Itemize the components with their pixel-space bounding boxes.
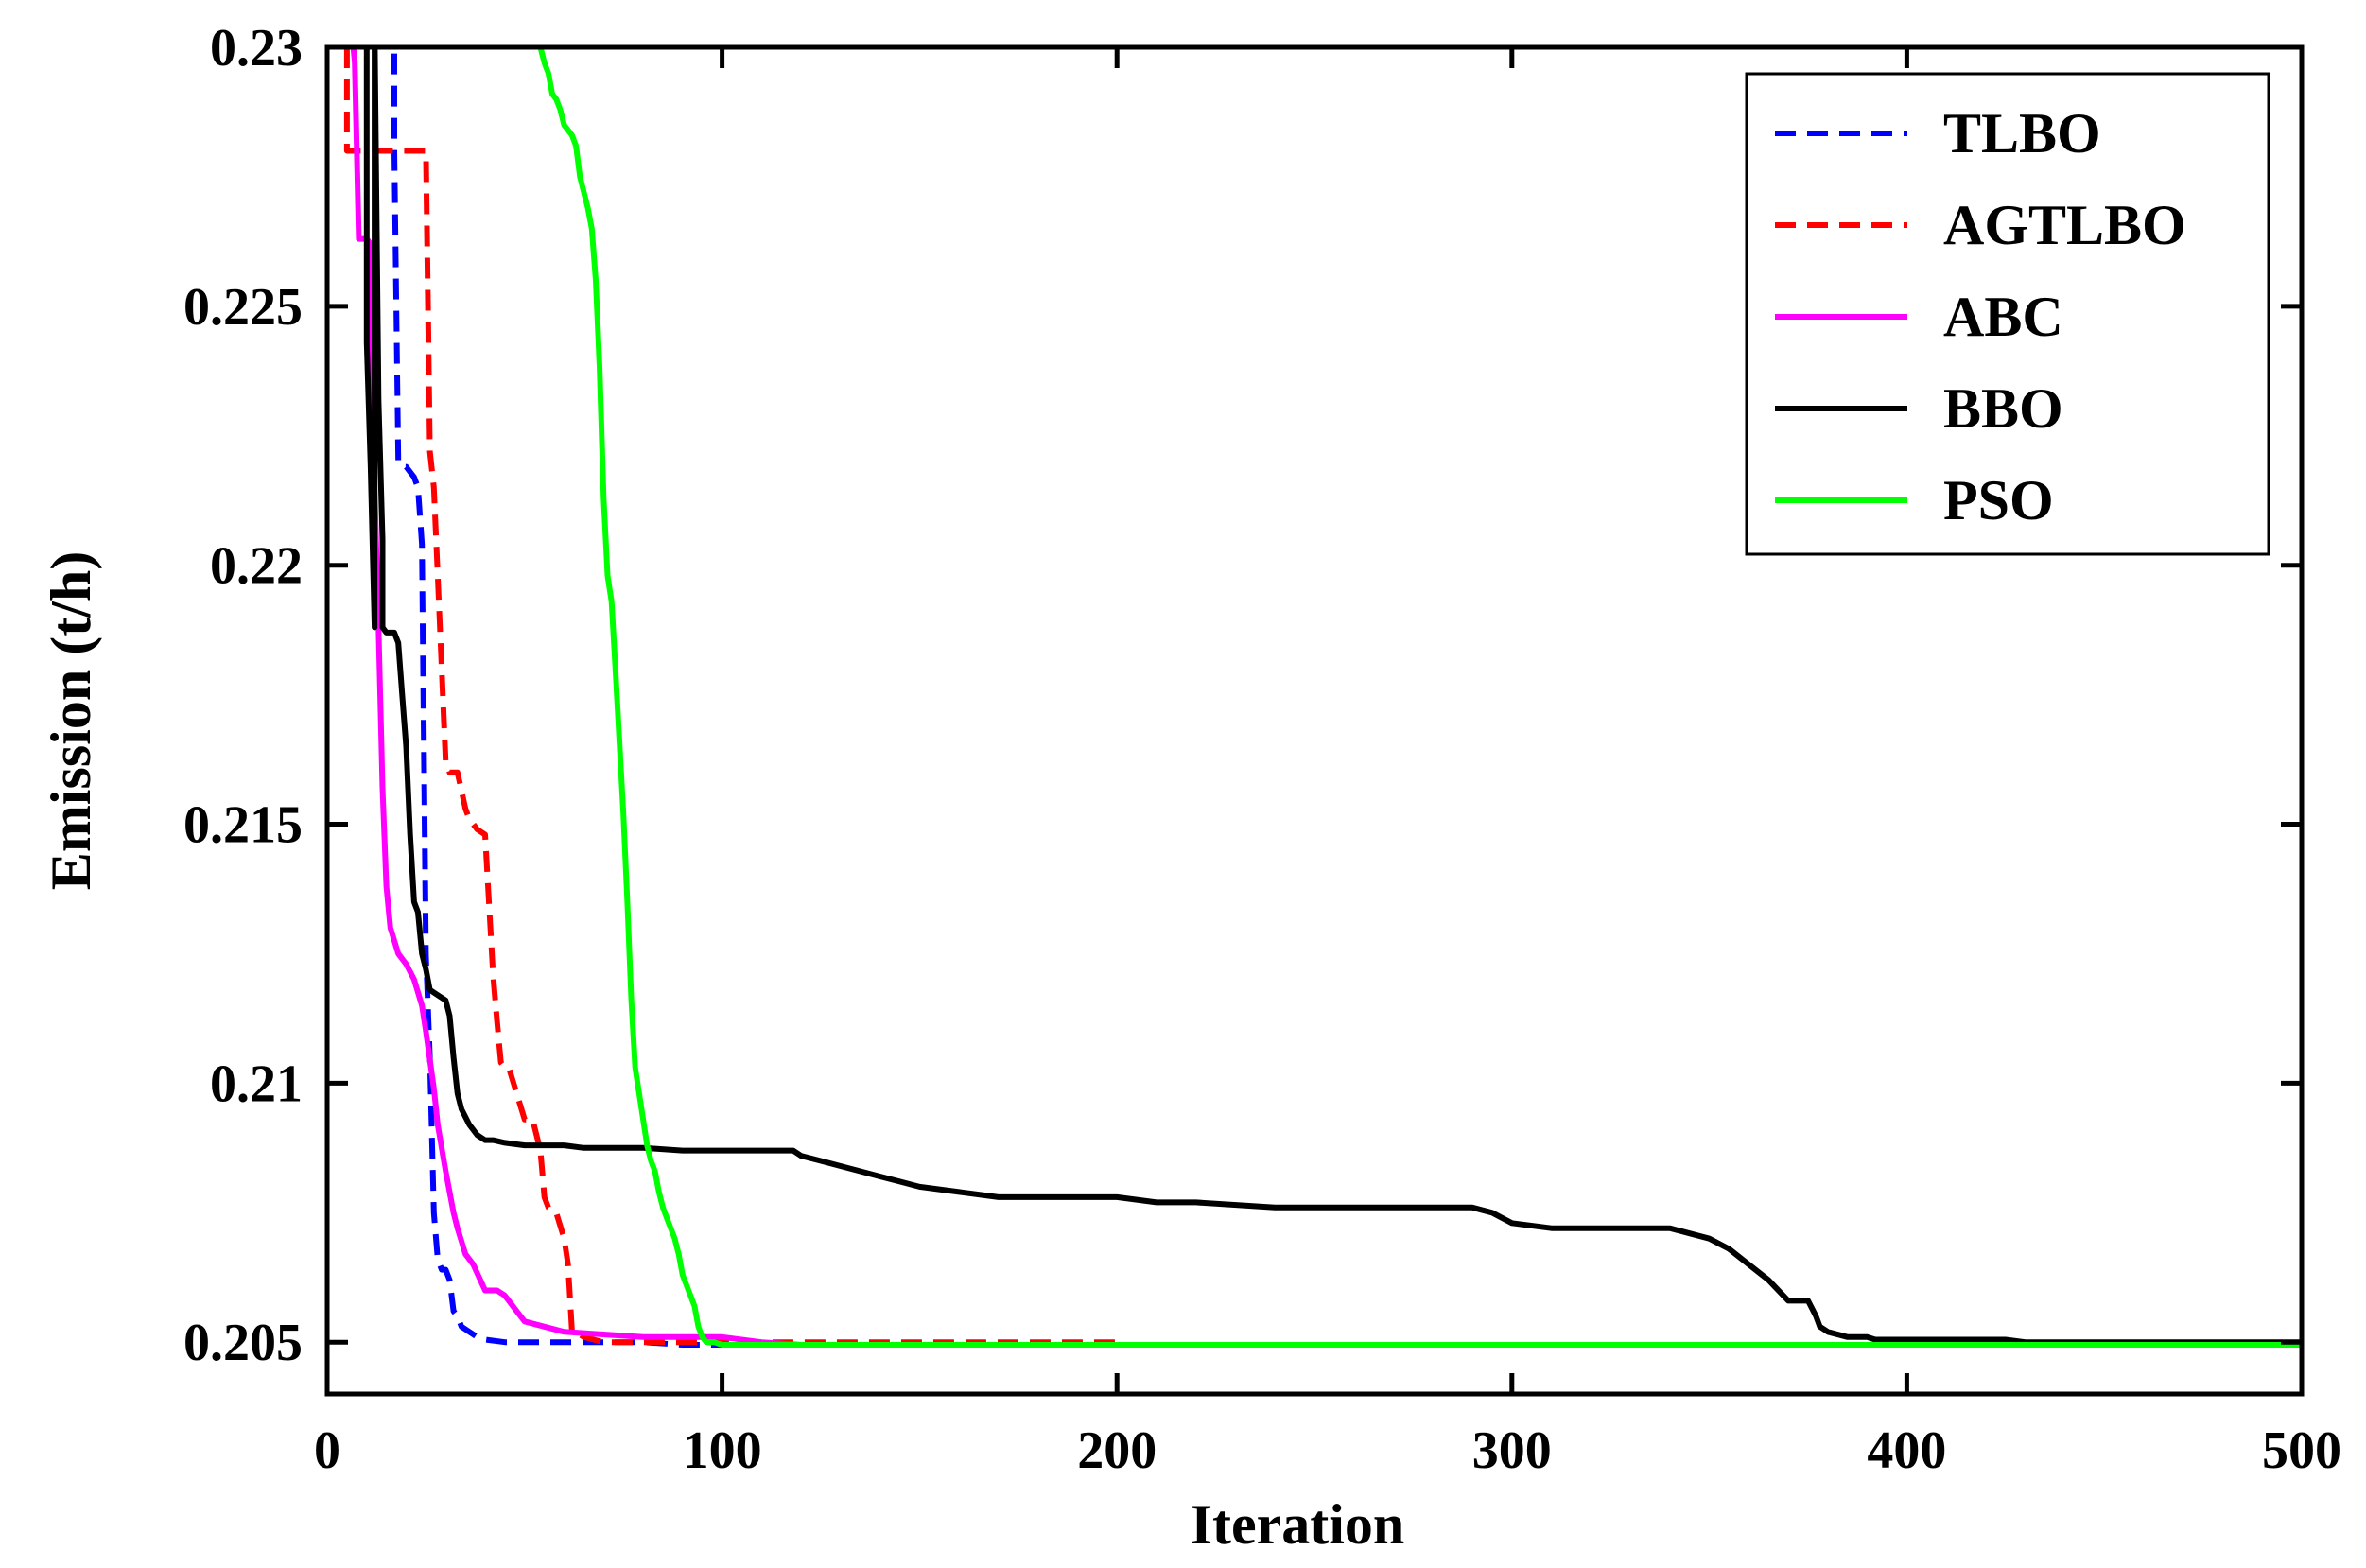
x-axis-label: Iteration bbox=[1191, 1493, 1405, 1556]
y-axis-label: Emission (t/h) bbox=[40, 551, 102, 890]
x-tick-label: 0 bbox=[314, 1421, 340, 1480]
y-tick-label: 0.225 bbox=[183, 278, 303, 337]
x-tick-label: 500 bbox=[2262, 1421, 2341, 1480]
series-line-bbo bbox=[363, 47, 2302, 1346]
legend-label-tlbo: TLBO bbox=[1943, 102, 2101, 165]
x-tick-label: 400 bbox=[1867, 1421, 1946, 1480]
legend-label-bbo: BBO bbox=[1943, 377, 2063, 440]
y-tick-label: 0.215 bbox=[183, 796, 303, 855]
y-tick-label: 0.23 bbox=[210, 19, 303, 78]
y-tick-label: 0.21 bbox=[210, 1054, 303, 1113]
y-tick-label: 0.22 bbox=[210, 537, 303, 596]
legend-label-agtlbo: AGTLBO bbox=[1943, 194, 2186, 256]
legend: TLBO AGTLBO ABC BBO PSO bbox=[1745, 72, 2270, 556]
x-tick-label: 200 bbox=[1077, 1421, 1157, 1480]
legend-label-pso: PSO bbox=[1943, 469, 2054, 531]
x-tick-label: 300 bbox=[1472, 1421, 1552, 1480]
plot-frame bbox=[324, 44, 2305, 1397]
y-tick-label: 0.205 bbox=[183, 1314, 303, 1372]
tick-layer: 0 100 200 300 400 500 0.205 0.21 0.215 0.22 0.225 0… bbox=[183, 19, 2341, 1480]
x-tick-label: 100 bbox=[683, 1421, 762, 1480]
series-layer bbox=[343, 47, 2302, 1348]
legend-label-abc: ABC bbox=[1943, 286, 2063, 348]
series-line-pso bbox=[537, 47, 2302, 1348]
